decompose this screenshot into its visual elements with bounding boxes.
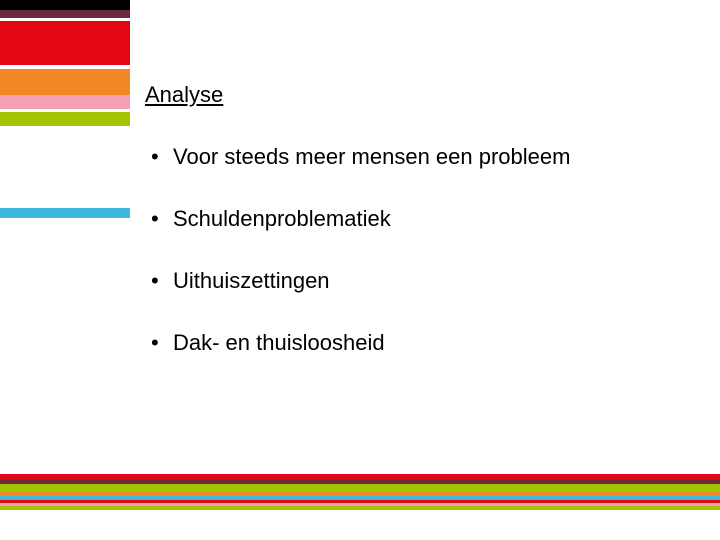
slide-heading: Analyse bbox=[145, 82, 680, 108]
logo-stripe bbox=[0, 10, 130, 18]
footer-stripe bbox=[0, 506, 720, 510]
logo-stripe bbox=[0, 0, 130, 10]
slide-content: Analyse Voor steeds meer mensen een prob… bbox=[145, 82, 680, 392]
bullet-item: Voor steeds meer mensen een probleem bbox=[145, 144, 680, 170]
logo-stripe-block bbox=[0, 0, 130, 126]
logo-stripe bbox=[0, 69, 130, 95]
footer-stripe-block bbox=[0, 474, 720, 510]
bullet-item: Schuldenproblematiek bbox=[145, 206, 680, 232]
bullet-item: Uithuiszettingen bbox=[145, 268, 680, 294]
accent-bar bbox=[0, 208, 130, 218]
bullet-list: Voor steeds meer mensen een probleem Sch… bbox=[145, 144, 680, 356]
bullet-item: Dak- en thuisloosheid bbox=[145, 330, 680, 356]
logo-stripe bbox=[0, 112, 130, 126]
logo-stripe bbox=[0, 21, 130, 65]
footer-stripe bbox=[0, 484, 720, 492]
logo-stripe bbox=[0, 95, 130, 109]
